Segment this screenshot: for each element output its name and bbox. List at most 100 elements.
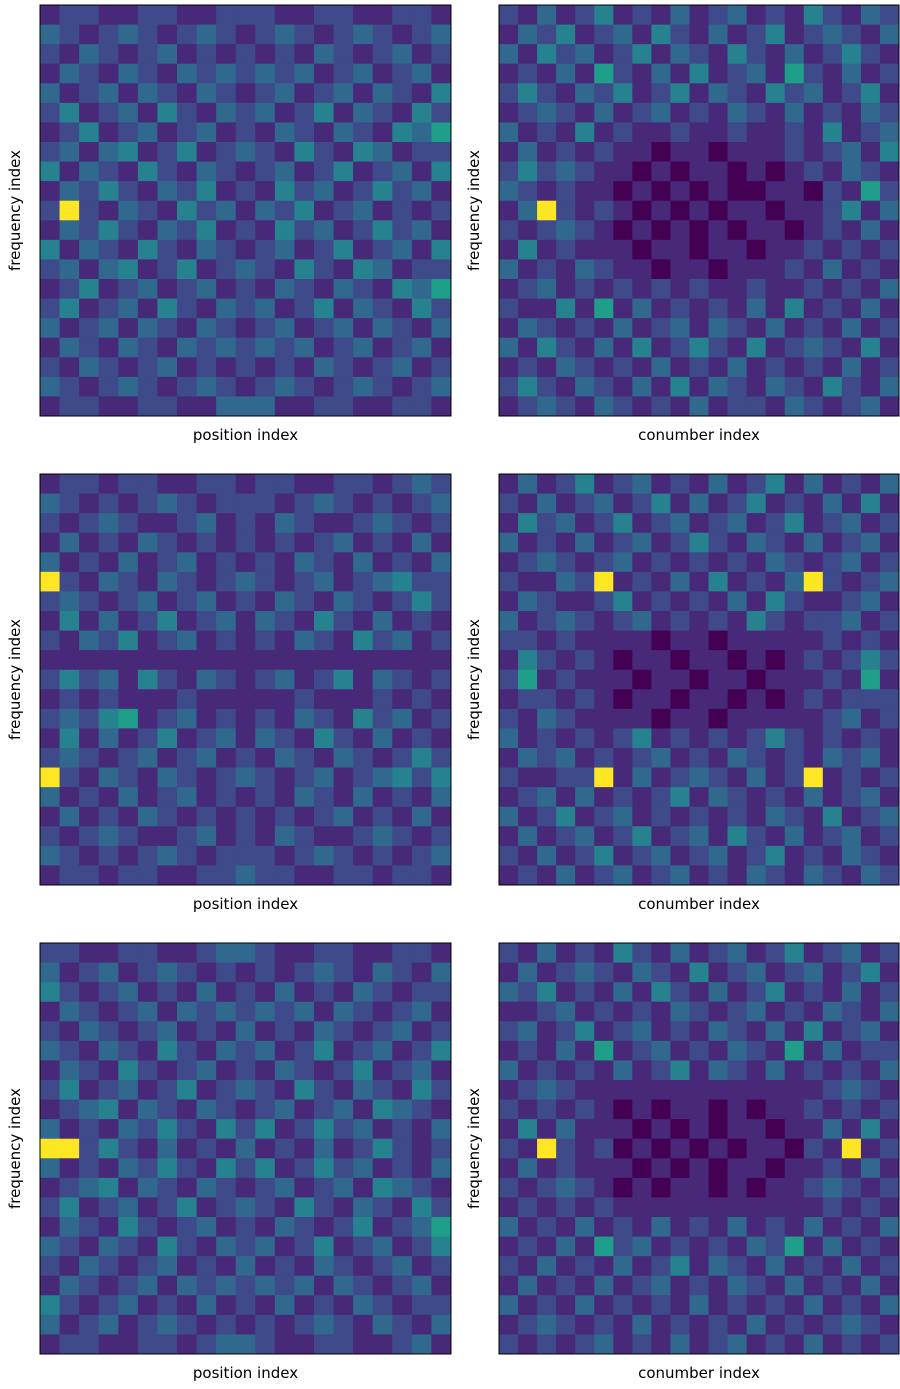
heatmap-cell bbox=[274, 1275, 295, 1296]
heatmap-cell bbox=[137, 1040, 158, 1061]
heatmap-cell bbox=[235, 44, 256, 65]
heatmap-cell bbox=[518, 1256, 538, 1277]
heatmap-cell bbox=[98, 1275, 119, 1296]
heatmap-cell bbox=[670, 5, 690, 25]
heatmap-cell bbox=[670, 650, 690, 671]
heatmap-cell bbox=[314, 591, 334, 612]
heatmap-cell bbox=[196, 337, 217, 358]
heatmap-cell bbox=[575, 1177, 595, 1198]
heatmap-cell bbox=[518, 122, 538, 143]
heatmap-cell bbox=[784, 1080, 805, 1100]
heatmap-cell bbox=[822, 982, 843, 1003]
heatmap-cell bbox=[118, 1217, 139, 1237]
heatmap-cell bbox=[556, 1119, 576, 1140]
heatmap-cell bbox=[157, 630, 178, 651]
heatmap-cell bbox=[333, 845, 354, 866]
heatmap-cell bbox=[98, 748, 119, 768]
heatmap-cell bbox=[353, 1158, 374, 1179]
heatmap-cell bbox=[879, 122, 900, 143]
heatmap-cell bbox=[746, 1119, 767, 1140]
heatmap-cell bbox=[40, 1001, 60, 1022]
heatmap-cell bbox=[177, 1275, 197, 1296]
heatmap-cell bbox=[556, 826, 576, 847]
heatmap-cell bbox=[431, 5, 452, 25]
heatmap-cell bbox=[353, 806, 374, 827]
heatmap-cell bbox=[575, 1217, 595, 1237]
heatmap-cell bbox=[575, 806, 595, 827]
heatmap-cell bbox=[822, 1158, 843, 1179]
heatmap-cell bbox=[431, 200, 452, 221]
heatmap-cell bbox=[841, 1236, 862, 1257]
heatmap-cell bbox=[98, 826, 119, 847]
heatmap-cell bbox=[137, 1138, 158, 1159]
heatmap-cell bbox=[594, 1295, 614, 1316]
heatmap-cell bbox=[613, 259, 633, 280]
heatmap-cell bbox=[79, 767, 100, 788]
heatmap-cell bbox=[235, 298, 256, 319]
heatmap-cell bbox=[689, 787, 709, 808]
heatmap-cell bbox=[537, 1275, 557, 1296]
heatmap-cell bbox=[216, 552, 237, 573]
heatmap-cell bbox=[274, 532, 295, 553]
heatmap-cell bbox=[803, 1099, 824, 1120]
heatmap-cell bbox=[879, 1080, 900, 1100]
heatmap-cell bbox=[727, 1099, 748, 1120]
heatmap-cell bbox=[137, 181, 158, 202]
heatmap-cell bbox=[177, 1040, 197, 1061]
heatmap-cell bbox=[372, 200, 393, 221]
heatmap-cell bbox=[431, 1119, 452, 1140]
heatmap-cell bbox=[518, 532, 538, 553]
heatmap-cell bbox=[255, 200, 276, 221]
heatmap-cell bbox=[803, 1138, 824, 1159]
heatmap-cell bbox=[632, 787, 652, 808]
heatmap-cell bbox=[255, 24, 276, 45]
heatmap-cell bbox=[822, 1001, 843, 1022]
heatmap-cell bbox=[822, 376, 843, 397]
heatmap-cell bbox=[841, 357, 862, 378]
heatmap-cell bbox=[274, 1295, 295, 1316]
heatmap-cell bbox=[98, 1080, 119, 1100]
heatmap-cell bbox=[841, 1119, 862, 1140]
heatmap-cell bbox=[632, 611, 652, 631]
heatmap-cell bbox=[537, 259, 557, 280]
heatmap-cell bbox=[372, 845, 393, 866]
heatmap-cell bbox=[255, 181, 276, 202]
heatmap-cell bbox=[537, 1236, 557, 1257]
heatmap-cell bbox=[765, 513, 786, 534]
heatmap-cell bbox=[333, 689, 354, 710]
heatmap-cell bbox=[784, 200, 805, 221]
heatmap-cell bbox=[431, 845, 452, 866]
heatmap-cell bbox=[372, 1040, 393, 1061]
heatmap-cell bbox=[177, 181, 197, 202]
heatmap-cell bbox=[651, 396, 671, 417]
heatmap-cell bbox=[499, 63, 519, 84]
heatmap-cell bbox=[613, 532, 633, 553]
heatmap-cell bbox=[98, 1217, 119, 1237]
heatmap-cell bbox=[689, 1197, 709, 1218]
heatmap-cell bbox=[216, 259, 237, 280]
heatmap-cell bbox=[431, 1236, 452, 1257]
heatmap-cell bbox=[594, 122, 614, 143]
heatmap-cell bbox=[746, 1080, 767, 1100]
heatmap-cell bbox=[157, 24, 178, 45]
heatmap-cell bbox=[822, 571, 843, 592]
heatmap-cell bbox=[803, 122, 824, 143]
heatmap-cell bbox=[353, 611, 374, 631]
heatmap-cell bbox=[40, 865, 60, 886]
heatmap-cell bbox=[499, 611, 519, 631]
heatmap-cell bbox=[556, 767, 576, 788]
heatmap-cell bbox=[727, 532, 748, 553]
heatmap-cell bbox=[392, 142, 413, 162]
heatmap-cell bbox=[708, 1099, 728, 1120]
heatmap-cell bbox=[803, 787, 824, 808]
heatmap-cell bbox=[860, 318, 881, 339]
heatmap-cell bbox=[803, 728, 824, 749]
heatmap-cell bbox=[727, 845, 748, 866]
heatmap-cell bbox=[708, 474, 728, 494]
heatmap-cell bbox=[727, 728, 748, 749]
heatmap-cell bbox=[235, 571, 256, 592]
y-axis-label: frequency index bbox=[465, 150, 483, 271]
heatmap-cell bbox=[746, 1060, 767, 1081]
heatmap-cell bbox=[784, 1040, 805, 1061]
heatmap-cell bbox=[879, 826, 900, 847]
